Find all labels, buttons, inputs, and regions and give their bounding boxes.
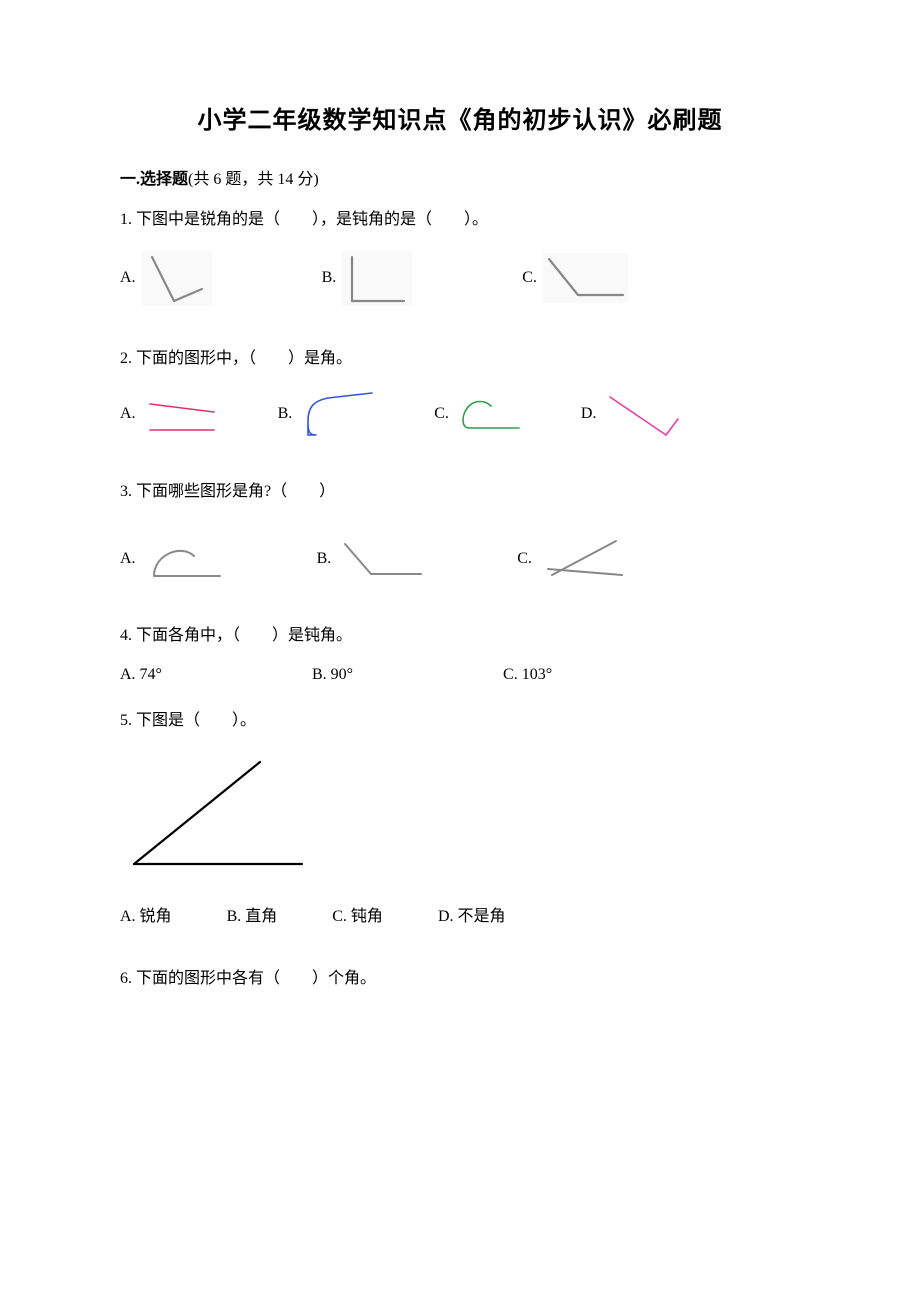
q2-figure-b	[298, 389, 378, 439]
q2-label-a: A.	[120, 405, 136, 423]
q2-option-b: B.	[278, 389, 379, 439]
q3-option-b: B.	[317, 538, 428, 580]
q2-option-a: A.	[120, 392, 222, 437]
q5-option-c: C. 钝角	[332, 902, 383, 926]
q3-text: 3. 下面哪些图形是角?（ ）	[120, 479, 800, 505]
q2-label-d: D.	[581, 405, 597, 423]
q3-figure-b	[337, 538, 427, 580]
q3-label-b: B.	[317, 550, 332, 568]
q1-text: 1. 下图中是锐角的是（ ），是钝角的是（ ）。	[120, 207, 800, 233]
q2-options: A. B. C. D.	[120, 389, 800, 439]
section-detail: (共 6 题，共 14 分)	[188, 171, 319, 188]
q3-option-c: C.	[517, 535, 628, 583]
q2-option-c: C.	[434, 394, 525, 434]
q1-figure-a	[142, 251, 212, 306]
q1-option-b: B.	[322, 251, 413, 306]
q5-option-d: D. 不是角	[438, 902, 506, 926]
q5-text: 5. 下图是（ ）。	[120, 708, 800, 734]
section-header: 一.选择题(共 6 题，共 14 分)	[120, 165, 800, 189]
q1-label-b: B.	[322, 269, 337, 287]
q4-option-a: A. 74°	[120, 666, 162, 684]
section-prefix: 一.选择题	[120, 171, 188, 188]
q5-options: A. 锐角 B. 直角 C. 钝角 D. 不是角	[120, 902, 800, 926]
q3-label-c: C.	[517, 550, 532, 568]
q3-figure-a	[142, 536, 227, 581]
q3-options: A. B. C.	[120, 535, 800, 583]
q5-figure-wrap	[120, 752, 800, 872]
q2-text: 2. 下面的图形中，（ ）是角。	[120, 346, 800, 372]
q4-text: 4. 下面各角中，（ ）是钝角。	[120, 623, 800, 649]
q5-option-a: A. 锐角	[120, 902, 172, 926]
q1-figure-c	[543, 253, 628, 303]
q1-option-a: A.	[120, 251, 212, 306]
q1-option-c: C.	[522, 253, 628, 303]
q3-option-a: A.	[120, 536, 227, 581]
q2-option-d: D.	[581, 389, 683, 439]
q5-figure	[120, 752, 310, 872]
page-title: 小学二年级数学知识点《角的初步认识》必刷题	[120, 100, 800, 135]
q4-option-b: B. 90°	[312, 666, 353, 684]
q2-figure-d	[602, 389, 682, 439]
worksheet-page: 小学二年级数学知识点《角的初步认识》必刷题 一.选择题(共 6 题，共 14 分…	[0, 0, 920, 1302]
q2-figure-a	[142, 392, 222, 437]
q5-option-b: B. 直角	[227, 902, 278, 926]
q4-options: A. 74° B. 90° C. 103°	[120, 666, 800, 684]
q1-label-a: A.	[120, 269, 136, 287]
q1-label-c: C.	[522, 269, 537, 287]
q4-option-c: C. 103°	[503, 666, 552, 684]
q3-figure-c	[538, 535, 628, 583]
q2-figure-c	[455, 394, 525, 434]
q6-text: 6. 下面的图形中各有（ ）个角。	[120, 966, 800, 992]
q2-label-b: B.	[278, 405, 293, 423]
q1-figure-b	[342, 251, 412, 306]
q1-options: A. B. C.	[120, 251, 800, 306]
q2-label-c: C.	[434, 405, 449, 423]
q3-label-a: A.	[120, 550, 136, 568]
